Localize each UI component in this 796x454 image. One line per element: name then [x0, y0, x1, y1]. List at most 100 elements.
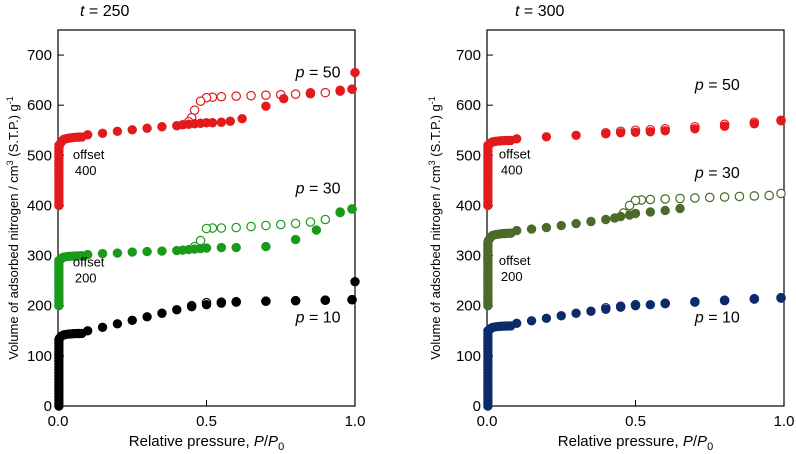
desorption-point: [216, 91, 227, 102]
y-tick-label: 700: [27, 47, 52, 64]
adsorption-point: [127, 247, 137, 257]
x-axis-label: Relative pressure, P/P0: [558, 433, 713, 453]
adsorption-point: [690, 124, 700, 134]
adsorption-point: [512, 318, 522, 328]
adsorption-point: [112, 248, 123, 258]
desorption-point: [275, 219, 286, 230]
desorption-point: [290, 89, 301, 99]
adsorption-point: [97, 248, 108, 259]
adsorption-point: [216, 298, 227, 308]
x-axis-label: Relative pressure, P/P0: [129, 433, 284, 453]
series-label: p = 30: [295, 180, 341, 197]
adsorption-point: [216, 117, 227, 127]
adsorption-point: [261, 296, 271, 306]
desorption-point: [645, 194, 656, 205]
x-tick-label: 1.0: [774, 413, 795, 430]
adsorption-point: [279, 93, 289, 104]
adsorption-point: [172, 305, 182, 315]
adsorption-point: [142, 246, 152, 257]
desorption-point: [734, 191, 745, 202]
adsorption-point: [83, 326, 93, 336]
series-label: p = 10: [295, 309, 341, 326]
adsorption-point: [601, 129, 611, 139]
adsorption-point: [350, 67, 360, 78]
adsorption-point: [615, 302, 626, 312]
adsorption-point: [630, 127, 641, 137]
y-tick-label: 200: [27, 298, 52, 315]
series-label: p = 50: [295, 65, 341, 82]
adsorption-point: [719, 296, 730, 306]
adsorption-point: [347, 204, 357, 214]
adsorption-point: [556, 220, 566, 231]
desorption-point: [216, 223, 227, 233]
adsorption-point: [586, 216, 596, 227]
adsorption-point: [719, 121, 730, 131]
adsorption-point: [311, 225, 322, 235]
adsorption-point: [207, 118, 218, 128]
adsorption-point: [526, 316, 537, 326]
adsorption-point: [675, 203, 685, 214]
adsorption-point: [749, 119, 759, 129]
desorption-point: [231, 91, 241, 101]
adsorption-point: [201, 243, 212, 253]
offset-label: offset: [73, 147, 105, 162]
adsorption-point: [541, 222, 552, 233]
y-tick-label: 100: [27, 348, 52, 365]
desorption-point: [246, 90, 256, 101]
adsorption-point: [335, 207, 345, 217]
offset-label: offset: [499, 146, 531, 161]
adsorption-point: [615, 128, 626, 138]
adsorption-point: [571, 308, 581, 318]
adsorption-point: [571, 218, 581, 229]
series-label: p = 30: [694, 165, 740, 182]
adsorption-point: [231, 297, 241, 307]
adsorption-point: [157, 122, 167, 132]
adsorption-point: [112, 319, 123, 329]
y-tick-label: 400: [27, 197, 52, 214]
adsorption-point: [347, 295, 357, 305]
desorption-point: [231, 222, 241, 233]
y-tick-label: 600: [27, 97, 52, 114]
adsorption-point: [645, 207, 656, 217]
adsorption-point: [541, 132, 552, 142]
adsorption-point: [142, 123, 152, 133]
adsorption-point: [225, 116, 235, 126]
panel-title: t = 250: [80, 3, 129, 20]
desorption-point: [201, 223, 212, 234]
adsorption-point: [290, 234, 301, 245]
offset-label: offset: [73, 255, 105, 270]
offset-value: 400: [501, 162, 523, 177]
y-axis-label: Volume of adsorbed nitrogen / cm3 (S.T.P…: [5, 96, 21, 360]
y-tick-label: 500: [456, 147, 481, 164]
adsorption-point: [97, 128, 108, 138]
adsorption-point: [690, 297, 700, 307]
y-tick-label: 600: [456, 97, 481, 114]
desorption-point: [776, 188, 786, 199]
adsorption-point: [571, 130, 581, 140]
desorption-point: [320, 87, 331, 98]
y-tick-label: 300: [27, 248, 52, 265]
adsorption-point: [127, 315, 137, 325]
series-label: p = 50: [694, 77, 740, 94]
desorption-point: [320, 214, 331, 225]
adsorption-point: [216, 242, 227, 253]
adsorption-point: [347, 84, 357, 94]
adsorption-point: [660, 205, 670, 216]
adsorption-point: [660, 299, 670, 309]
desorption-point: [764, 190, 774, 201]
y-tick-label: 100: [456, 348, 481, 365]
y-tick-label: 400: [456, 197, 481, 214]
desorption-point: [195, 96, 206, 106]
desorption-point: [690, 193, 700, 203]
desorption-point: [261, 220, 271, 231]
offset-label: offset: [499, 253, 531, 268]
y-tick-label: 200: [456, 298, 481, 315]
y-tick-label: 0: [473, 398, 481, 415]
series-1: [54, 67, 360, 211]
desorption-point: [305, 217, 316, 227]
adsorption-point: [261, 241, 271, 252]
y-tick-label: 700: [456, 47, 481, 64]
desorption-point: [630, 195, 641, 206]
desorption-point: [660, 194, 670, 204]
